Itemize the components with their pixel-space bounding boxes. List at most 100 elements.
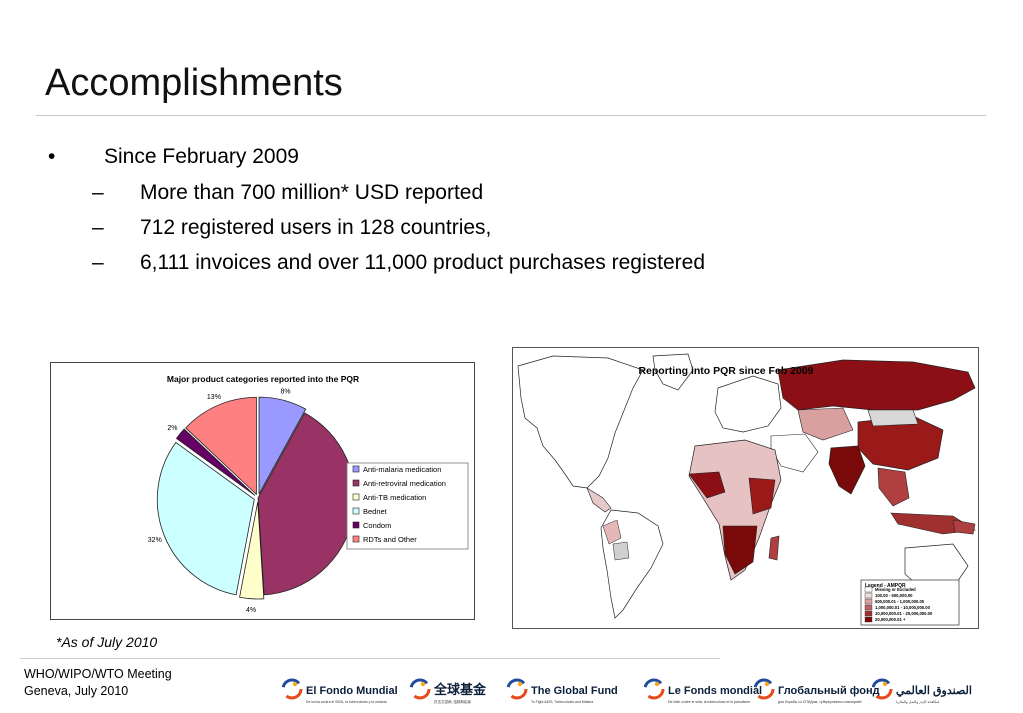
legend-label: Bednet bbox=[363, 507, 388, 516]
map-legend-swatch bbox=[864, 592, 873, 599]
map-papua bbox=[952, 519, 976, 535]
map-west-africa bbox=[688, 471, 726, 499]
pie-slice-bednet bbox=[156, 441, 255, 596]
map-legend-swatch bbox=[864, 598, 873, 605]
logo-swirl-icon bbox=[871, 678, 893, 700]
map-india bbox=[828, 445, 866, 495]
page-title: Accomplishments bbox=[45, 62, 343, 104]
title-divider bbox=[36, 115, 986, 116]
map-russia bbox=[777, 359, 976, 411]
sub-bullet-text: More than 700 million* USD reported bbox=[140, 181, 484, 204]
legend-label: Condom bbox=[363, 521, 391, 530]
map-central-asia bbox=[797, 407, 854, 441]
pie-slice-condom bbox=[175, 428, 256, 496]
map-legend-label: 100.00 - 500,000.00 bbox=[875, 593, 913, 598]
legend-label: RDTs and Other bbox=[363, 535, 417, 544]
logo-name: The Global Fund bbox=[531, 685, 618, 697]
chart-title: Major product categories reported into t… bbox=[167, 374, 359, 384]
map-greenland bbox=[652, 353, 694, 391]
logo-tagline: De lucha contra el SIDA, la tuberculosis… bbox=[306, 700, 387, 704]
logo-dot-icon bbox=[654, 681, 660, 687]
logo-swirl-icon bbox=[281, 678, 303, 700]
chart-legend bbox=[346, 462, 469, 550]
map-madagascar bbox=[768, 535, 780, 561]
global-fund-logo: El Fondo Mundial De lucha contra el SIDA,… bbox=[281, 678, 398, 704]
logo-tagline: لمكافحة الإيدز والسل والملاريا bbox=[896, 699, 939, 705]
global-fund-logos: El Fondo Mundial De lucha contra el SIDA,… bbox=[281, 678, 972, 705]
global-fund-logo: Le Fonds mondial De lutte contre le sida,… bbox=[643, 678, 762, 704]
logo-strip: El Fondo Mundial De lucha contra el SIDA,… bbox=[280, 672, 980, 708]
logo-tagline: De lutte contre le sida, la tuberculose … bbox=[668, 700, 750, 704]
map-legend-label: 1,000,000.01 - 10,000,000.00 bbox=[875, 605, 931, 610]
global-fund-logo: Глобальный фонд для борьбы со СПИДом, туб… bbox=[753, 678, 880, 704]
logo-swirl-icon bbox=[409, 678, 431, 700]
legend-swatch bbox=[352, 479, 360, 487]
pie-chart-panel: Major product categories reported into t… bbox=[50, 362, 475, 620]
bullet-main-text: Since February 2009 bbox=[104, 145, 299, 168]
footnote: *As of July 2010 bbox=[56, 634, 158, 650]
pie-slice-rdts-and-other bbox=[185, 396, 257, 496]
footer-line-2: Geneva, July 2010 bbox=[24, 684, 129, 698]
pie-data-label: 2% bbox=[167, 425, 177, 432]
map-legend-label: 500,000.01 - 1,000,000.00 bbox=[875, 599, 925, 604]
pie-slice-anti-tb-medication bbox=[239, 501, 265, 600]
map-middle-east bbox=[770, 433, 819, 473]
logo-swirl-icon bbox=[753, 678, 775, 700]
map-southern-africa bbox=[722, 525, 758, 575]
logo-swirl-icon bbox=[281, 678, 303, 700]
logo-tagline: 抗击艾滋病, 结核和疟疾 bbox=[434, 699, 471, 704]
map-bolivia-region bbox=[612, 541, 630, 561]
pie-data-label: 8% bbox=[281, 388, 291, 395]
logo-tagline: для борьбы со СПИДом, туберкулезом и мал… bbox=[778, 700, 862, 704]
sub-bullet-marker: – bbox=[92, 216, 104, 239]
logo-swirl-icon bbox=[643, 678, 665, 700]
sub-bullet-marker: – bbox=[92, 181, 104, 204]
legend-label: Anti-retroviral medication bbox=[363, 479, 446, 488]
logo-name: 全球基金 bbox=[433, 682, 487, 697]
bullet-marker: • bbox=[48, 145, 56, 168]
sub-bullet-marker: – bbox=[92, 251, 104, 274]
map-central-america bbox=[586, 487, 612, 513]
map-legend-label: 20,000,000.01 + bbox=[875, 617, 906, 622]
logo-name: El Fondo Mundial bbox=[306, 685, 398, 697]
map-legend-swatch bbox=[864, 610, 873, 617]
world-map: Reporting into PQR since Feb 2009 Legend… bbox=[513, 348, 978, 628]
map-legend-label: Missing or Excluded bbox=[875, 587, 916, 592]
map-legend-label: 10,000,000.01 - 20,000,000.00 bbox=[875, 611, 933, 616]
sub-bullet-text: 712 registered users in 128 countries, bbox=[140, 216, 492, 239]
map-legend-swatch bbox=[864, 616, 873, 623]
logo-name: الصندوق العالمي bbox=[896, 685, 972, 698]
pie-slice-anti-malaria-medication bbox=[258, 396, 307, 495]
map-europe bbox=[714, 375, 782, 433]
logo-tagline: To Fight AIDS, Tuberculosis and Malaria bbox=[531, 700, 593, 704]
logo-name: Le Fonds mondial bbox=[668, 685, 762, 697]
map-legend-swatch bbox=[864, 586, 873, 593]
logo-dot-icon bbox=[764, 681, 770, 687]
logo-swirl-icon bbox=[409, 678, 431, 700]
map-legend bbox=[860, 579, 960, 626]
map-peru-region bbox=[602, 519, 622, 545]
map-east-africa bbox=[748, 477, 776, 515]
footer-divider bbox=[20, 658, 720, 659]
map-china bbox=[857, 415, 944, 471]
legend-swatch bbox=[352, 535, 360, 543]
logo-swirl-icon bbox=[753, 678, 775, 700]
logo-name: Глобальный фонд bbox=[778, 685, 880, 697]
pie-chart: Major product categories reported into t… bbox=[148, 374, 469, 614]
world-map-panel: Reporting into PQR since Feb 2009 Legend… bbox=[512, 347, 979, 629]
legend-swatch bbox=[352, 465, 360, 473]
map-southeast-asia bbox=[877, 467, 910, 507]
legend-swatch bbox=[352, 521, 360, 529]
footer-text: WHO/WIPO/WTO Meeting Geneva, July 2010 bbox=[24, 666, 172, 700]
logo-swirl-icon bbox=[506, 678, 528, 700]
legend-label: Anti-malaria medication bbox=[363, 465, 441, 474]
map-legend-title: Legend - AMPQR bbox=[865, 583, 906, 589]
legend-label: Anti-TB medication bbox=[363, 493, 426, 502]
sub-bullet-text: 6,111 invoices and over 11,000 product p… bbox=[140, 251, 706, 274]
logo-dot-icon bbox=[420, 681, 426, 687]
logo-dot-icon bbox=[517, 681, 523, 687]
legend-swatch bbox=[352, 493, 360, 501]
logo-swirl-icon bbox=[643, 678, 665, 700]
logo-dot-icon bbox=[882, 681, 888, 687]
